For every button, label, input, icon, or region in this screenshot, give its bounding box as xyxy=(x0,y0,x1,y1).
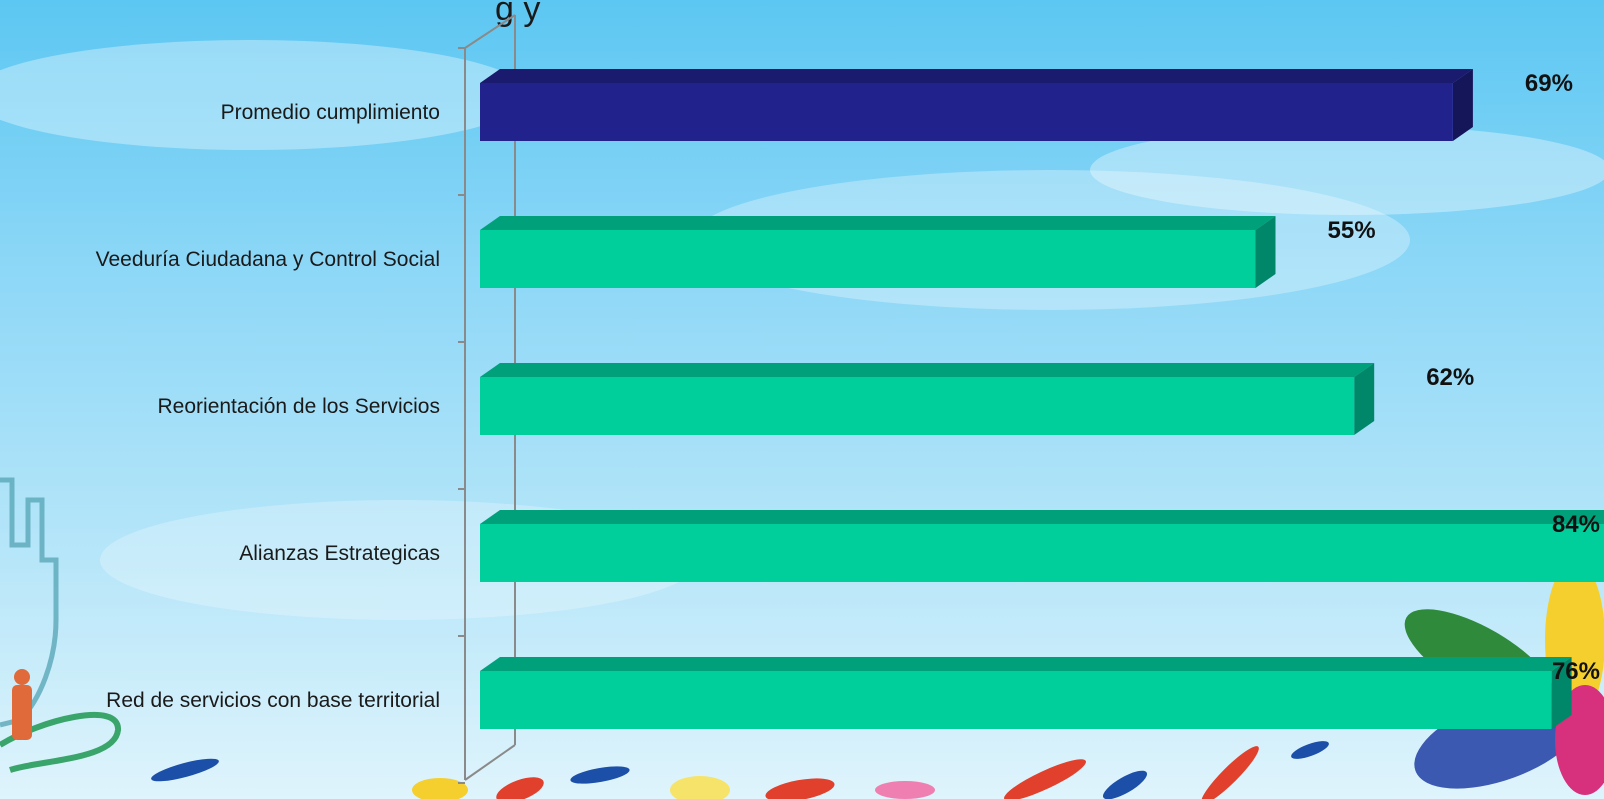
confetti-dot xyxy=(496,777,544,799)
confetti-dot xyxy=(1102,770,1148,799)
data-label: 55% xyxy=(1328,217,1376,244)
bar-front-face xyxy=(480,83,1453,141)
data-label: 69% xyxy=(1525,70,1573,97)
confetti-dot xyxy=(570,766,630,784)
bar-top-face xyxy=(480,510,1604,524)
bar-front-face xyxy=(480,524,1604,582)
confetti-dot xyxy=(765,778,835,799)
data-label: 84% xyxy=(1552,511,1600,538)
bar-series xyxy=(480,69,1604,729)
bar-front-face xyxy=(480,377,1355,435)
category-label: Alianzas Estrategicas xyxy=(239,542,440,565)
confetti-dot xyxy=(875,781,935,799)
confetti-dot xyxy=(1201,746,1259,799)
category-label: Reorientación de los Servicios xyxy=(158,395,440,418)
bar-side-face xyxy=(1551,657,1572,729)
bar-top-face xyxy=(480,216,1276,230)
cloud-shape xyxy=(1090,125,1604,215)
bar xyxy=(480,216,1276,288)
swoosh-decoration xyxy=(0,712,121,773)
bar xyxy=(480,363,1375,435)
cloud-shape xyxy=(0,40,530,150)
data-labels: 69% 55% 62% 84% 76% xyxy=(1328,70,1601,685)
category-label: Promedio cumplimiento xyxy=(221,101,440,124)
category-labels: Promedio cumplimiento Veeduría Ciudadana … xyxy=(96,101,440,712)
confetti-dot xyxy=(670,776,730,799)
bar-top-face xyxy=(480,657,1572,671)
axis-depth-line xyxy=(464,14,516,49)
category-label: Red de servicios con base territorial xyxy=(106,689,440,712)
data-label: 62% xyxy=(1426,364,1474,391)
confetti-dot xyxy=(151,758,219,782)
bar-top-face xyxy=(480,69,1473,83)
person-figure xyxy=(14,669,30,685)
bar-side-face xyxy=(1354,363,1375,435)
bar-side-face xyxy=(1452,69,1473,141)
bar-top-face xyxy=(480,363,1375,377)
bar xyxy=(480,657,1572,729)
bar xyxy=(480,510,1604,582)
bar xyxy=(480,69,1473,141)
bar-side-face xyxy=(1255,216,1276,288)
confetti-dot xyxy=(412,778,468,799)
bar-front-face xyxy=(480,671,1552,729)
category-label: Veeduría Ciudadana y Control Social xyxy=(96,248,440,271)
confetti-dot xyxy=(1004,759,1086,799)
person-figure xyxy=(12,685,32,740)
data-label: 76% xyxy=(1552,658,1600,685)
axis-depth-line xyxy=(464,744,516,781)
confetti-dot xyxy=(1291,741,1329,759)
bar-front-face xyxy=(480,230,1256,288)
